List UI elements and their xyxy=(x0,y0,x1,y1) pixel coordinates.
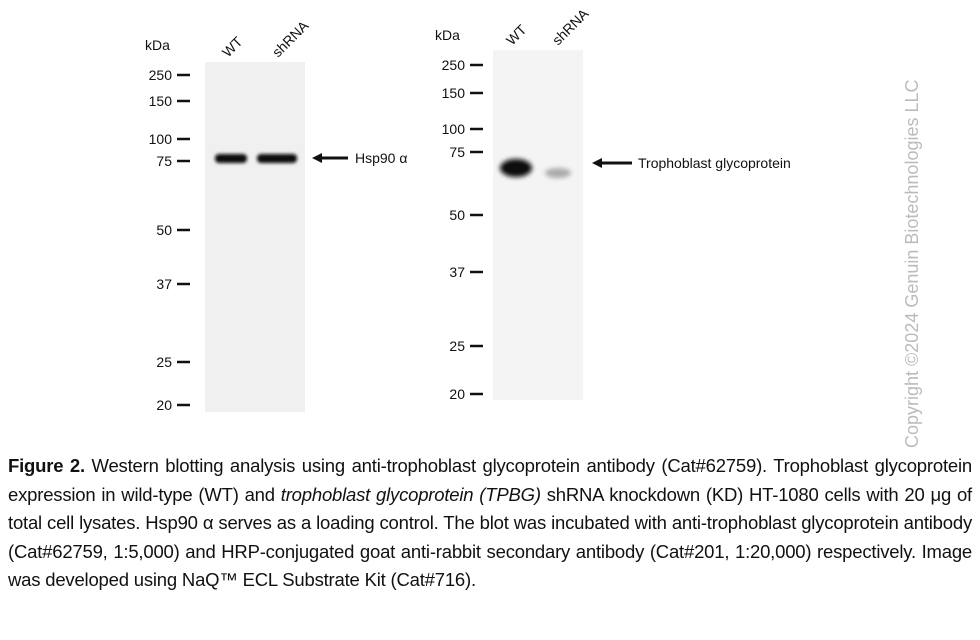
band xyxy=(545,168,571,178)
target-label: Trophoblast glycoprotein xyxy=(638,155,791,171)
marker-label: 50 xyxy=(156,222,172,238)
target-label: Hsp90 α xyxy=(355,150,407,166)
caption-text: Western blotting analysis using anti-tro… xyxy=(8,455,972,505)
marker-label: 20 xyxy=(449,386,465,402)
marker-label: 25 xyxy=(449,338,465,354)
marker-label: 20 xyxy=(156,397,172,413)
lane-label: shRNA xyxy=(269,17,312,60)
lane-label: shRNA xyxy=(549,5,592,48)
membrane xyxy=(205,62,305,412)
marker-label: 250 xyxy=(149,67,173,83)
marker-label: 250 xyxy=(442,57,466,73)
marker-label: 37 xyxy=(449,264,465,280)
marker-label: 100 xyxy=(149,131,173,147)
band xyxy=(257,154,297,163)
marker-label: 37 xyxy=(156,276,172,292)
markers: 250 150 100 75 50 37 25 20 xyxy=(149,67,190,413)
caption-text: shRNA knockdown (KD) HT-1080 cells with … xyxy=(8,483,972,591)
lane-label: WT xyxy=(219,33,246,60)
band xyxy=(215,154,247,163)
band xyxy=(500,159,532,177)
marker-label: 50 xyxy=(449,207,465,223)
caption: Figure 2. Western blotting analysis usin… xyxy=(8,452,972,595)
membrane xyxy=(493,50,583,400)
caption-gene: trophoblast glycoprotein (TPBG) xyxy=(280,483,541,505)
copyright: Copyright ©2024 Genuin Biotechnologies L… xyxy=(902,80,922,449)
marker-label: 100 xyxy=(442,121,466,137)
unit-label: kDa xyxy=(145,37,170,53)
unit-label: kDa xyxy=(435,27,460,43)
arrow-head xyxy=(312,153,322,163)
marker-label: 150 xyxy=(442,85,466,101)
marker-label: 25 xyxy=(156,354,172,370)
marker-label: 150 xyxy=(149,93,173,109)
blots: kDa WT shRNA 250 150 100 75 50 37 25 20 Hsp90 α… xyxy=(145,5,922,449)
arrow-head xyxy=(592,158,602,168)
marker-label: 75 xyxy=(156,153,172,169)
lane-label: WT xyxy=(503,21,530,48)
markers: 250 150 100 75 50 37 25 20 xyxy=(442,57,483,402)
marker-label: 75 xyxy=(449,144,465,160)
caption-label: Figure 2. xyxy=(8,455,85,476)
